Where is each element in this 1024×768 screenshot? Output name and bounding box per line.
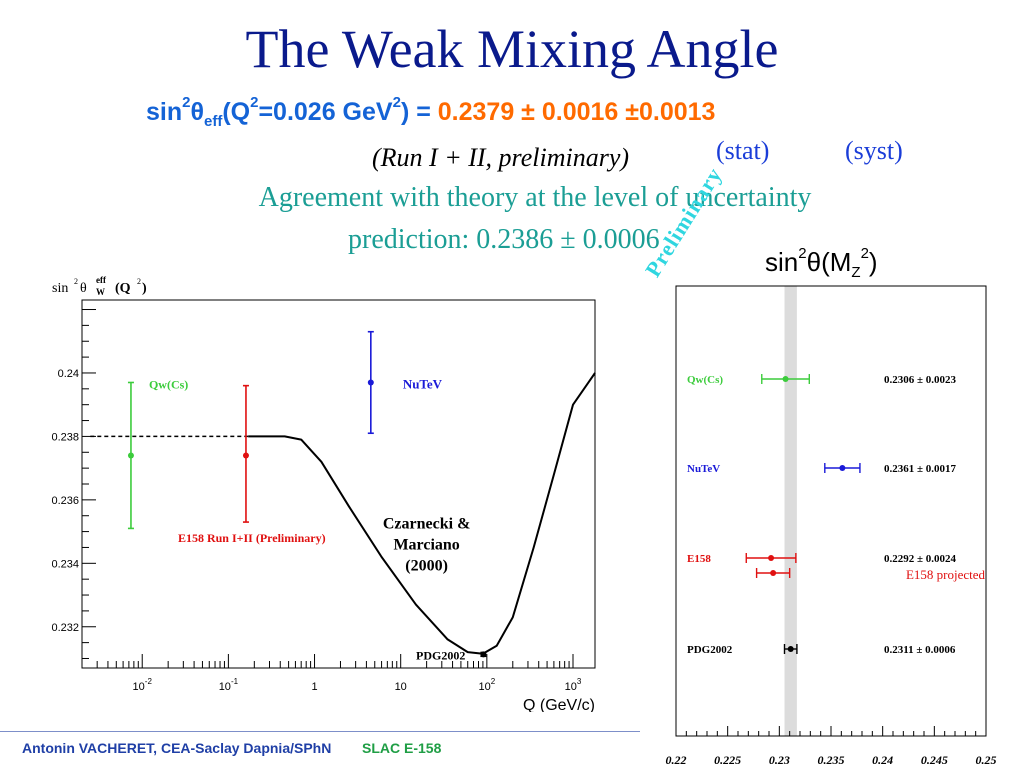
footer-experiment: SLAC E-158 [362, 740, 442, 756]
y-axis-label-w: W [96, 287, 105, 297]
syst-label: (syst) [845, 136, 903, 165]
x-tick-base: 10 [565, 681, 577, 693]
x-tick-base: 10 [133, 681, 145, 693]
agreement-line-2: prediction: 0.2386 ± 0.0006 [348, 224, 660, 255]
headline-sup1: 2 [182, 94, 191, 111]
x-tick-label: 0.22 [666, 753, 687, 767]
x-tick-label: 0.23 [769, 753, 790, 767]
x-tick-label: 10-2 [133, 677, 153, 693]
x-tick-label: 10 [395, 681, 407, 693]
x-tick-base: 1 [311, 681, 317, 693]
world-average-band [784, 286, 797, 736]
y-axis-label-close: ) [142, 281, 147, 296]
mz-sub: Z [851, 264, 861, 282]
result-headline: sin2θeff(Q2=0.026 GeV2) = 0.2379 ± 0.001… [146, 94, 716, 130]
x-tick-base: 10 [478, 681, 490, 693]
x-tick-base: 10 [395, 681, 407, 693]
y-axis-label-eff: eff [96, 275, 107, 285]
y-tick-label: 0.232 [51, 622, 79, 634]
data-point [782, 376, 789, 382]
point-label: Qw(Cs) [149, 377, 188, 391]
y-tick-label: 0.24 [58, 368, 79, 380]
agreement-line-1: Agreement with theory at the level of un… [258, 182, 812, 213]
mz-close: ) [868, 247, 878, 277]
mz-prefix: sin [765, 247, 799, 277]
y-tick-label: 0.236 [51, 495, 79, 507]
value-label: 0.2361 ± 0.0017 [884, 463, 957, 475]
data-point [480, 651, 487, 658]
plot-frame [675, 285, 987, 737]
curve-label-line: Czarnecki & [383, 515, 471, 532]
x-tick-exp: -2 [145, 677, 153, 686]
x-tick-label: 0.24 [872, 753, 893, 767]
data-point [839, 465, 846, 471]
stat-label: (stat) [716, 136, 770, 165]
mz-label: sin2θ(MZ2) [765, 245, 878, 282]
x-tick-label: 0.235 [818, 753, 845, 767]
data-point [367, 379, 374, 386]
point-label: Qw(Cs) [687, 374, 723, 386]
headline-mid: =0.026 GeV [258, 98, 393, 126]
x-tick-label: 0.245 [921, 753, 948, 767]
y-tick-label: 0.238 [51, 431, 79, 443]
point-label: NuTeV [687, 463, 720, 475]
x-tick-label: 10-1 [219, 677, 239, 693]
value-label: 0.2311 ± 0.0006 [884, 644, 956, 656]
x-tick-label: 103 [565, 677, 582, 693]
footer-author: Antonin VACHERET, CEA-Saclay Dapnia/SPhN [22, 740, 332, 756]
x-tick-label: 1 [311, 681, 317, 693]
mz-comparison-chart: 0.22 0.225 0.23 0.235 0.24 0.245 0.25 Qw(Cs) 0.2… [666, 285, 997, 767]
y-axis-label-sup: 2 [74, 277, 78, 286]
point-label: E158 Run I+II (Preliminary) [178, 531, 326, 545]
point-label: E158 projected [906, 567, 986, 582]
point-label: E158 [687, 553, 711, 565]
headline-close: ) = [400, 98, 438, 126]
x-tick-label: 0.25 [976, 753, 997, 767]
x-tick-label: 102 [478, 677, 495, 693]
y-axis-label-q: (Q [115, 281, 131, 296]
slide-title: The Weak Mixing Angle [245, 19, 779, 79]
data-point [768, 555, 775, 561]
x-axis-label: Q (GeV/c) [523, 697, 595, 712]
x-tick-exp: 2 [491, 677, 496, 686]
y-axis-label-theta: θ [80, 281, 87, 296]
headline-sub: eff [203, 113, 223, 130]
value-label: 0.2292 ± 0.0024 [884, 553, 957, 565]
x-tick-label: 0.225 [714, 753, 741, 767]
theory-curve [248, 372, 596, 655]
value-label: 0.2306 ± 0.0023 [884, 374, 957, 386]
x-tick-exp: 3 [577, 677, 582, 686]
y-tick-label: 0.234 [51, 558, 79, 570]
curve-label-line: (2000) [405, 557, 448, 574]
x-tick-exp: -1 [231, 677, 239, 686]
data-point [242, 452, 249, 459]
headline-theta: θ [190, 98, 204, 126]
headline-sup2: 2 [250, 94, 259, 111]
data-point [787, 646, 794, 652]
y-axis-label-qsup: 2 [137, 277, 141, 286]
headline-q: (Q [222, 98, 251, 126]
headline-result: 0.2379 ± 0.0016 ±0.0013 [437, 98, 716, 126]
mz-sup2: 2 [860, 245, 869, 262]
headline-sup3: 2 [392, 94, 401, 111]
data-point [770, 570, 777, 576]
x-tick-base: 10 [219, 681, 231, 693]
point-label: NuTeV [403, 376, 443, 391]
plot-frame [81, 299, 596, 669]
mz-theta: θ [806, 247, 822, 277]
footer-divider [0, 731, 640, 732]
run-note: (Run I + II, preliminary) [372, 143, 630, 172]
y-axis-label-base: sin [52, 281, 68, 296]
curve-label-line: Marciano [393, 536, 459, 553]
mz-open: (M [821, 247, 852, 277]
mz-sup1: 2 [798, 245, 807, 262]
data-point [127, 452, 134, 459]
point-label: PDG2002 [416, 648, 465, 662]
point-label: PDG2002 [687, 644, 733, 656]
headline-prefix: sin [146, 98, 183, 126]
